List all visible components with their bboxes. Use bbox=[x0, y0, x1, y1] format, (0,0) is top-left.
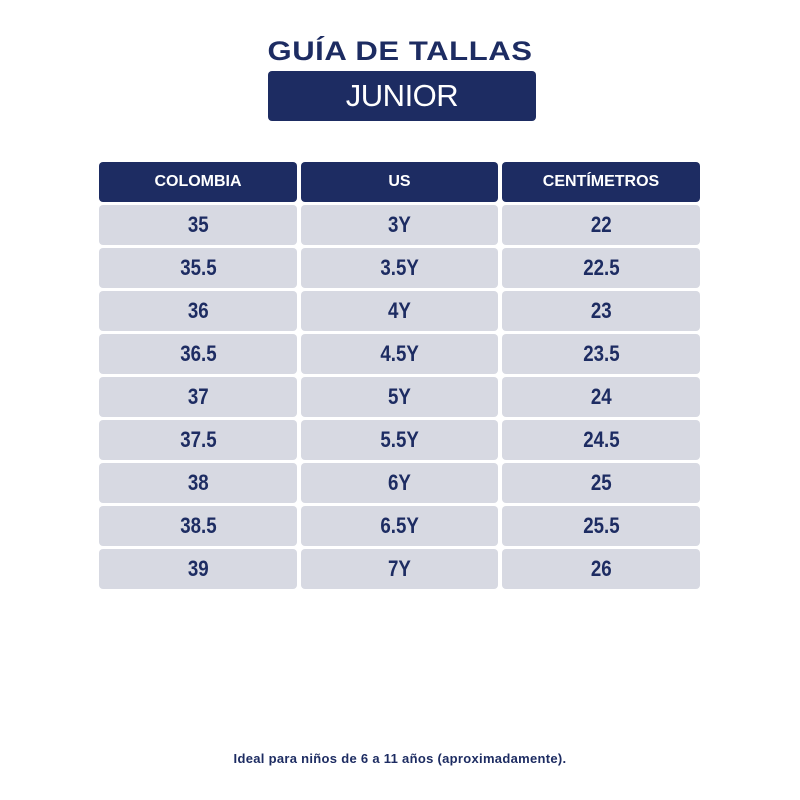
cell-cm: 22.5 bbox=[502, 248, 700, 288]
cell-cm: 24.5 bbox=[502, 420, 700, 460]
cell-value: 22 bbox=[590, 212, 612, 237]
cell-cm: 25 bbox=[502, 463, 700, 503]
page-title: GUÍA DE TALLAS bbox=[267, 36, 533, 66]
cell-us: 6.5Y bbox=[301, 506, 498, 546]
cell-value: 4.5Y bbox=[380, 341, 419, 366]
cell-value: 36.5 bbox=[179, 341, 217, 366]
cell-colombia: 39 bbox=[99, 549, 297, 589]
cell-us: 4.5Y bbox=[301, 334, 498, 374]
footer-note: Ideal para niños de 6 a 11 años (aproxim… bbox=[233, 751, 567, 766]
cell-colombia: 37.5 bbox=[99, 420, 297, 460]
cell-colombia: 35.5 bbox=[99, 248, 297, 288]
cell-value: 36 bbox=[187, 298, 209, 323]
cell-value: 37 bbox=[187, 384, 209, 409]
cell-value: 24.5 bbox=[582, 427, 620, 452]
header-us: US bbox=[301, 162, 498, 202]
category-banner: JUNIOR bbox=[268, 71, 536, 121]
cell-colombia: 37 bbox=[99, 377, 297, 417]
cell-value: 5.5Y bbox=[380, 427, 419, 452]
cell-value: 22.5 bbox=[582, 255, 620, 280]
cell-cm: 25.5 bbox=[502, 506, 700, 546]
cell-value: 5Y bbox=[388, 384, 411, 409]
cell-us: 7Y bbox=[301, 549, 498, 589]
cell-us: 3Y bbox=[301, 205, 498, 245]
cell-us: 3.5Y bbox=[301, 248, 498, 288]
cell-us: 5Y bbox=[301, 377, 498, 417]
cell-value: 25.5 bbox=[582, 513, 620, 538]
cell-cm: 26 bbox=[502, 549, 700, 589]
cell-colombia: 36 bbox=[99, 291, 297, 331]
cell-us: 5.5Y bbox=[301, 420, 498, 460]
cell-value: 24 bbox=[590, 384, 612, 409]
cell-colombia: 36.5 bbox=[99, 334, 297, 374]
cell-value: 3.5Y bbox=[380, 255, 419, 280]
cell-value: 35.5 bbox=[179, 255, 217, 280]
cell-colombia: 35 bbox=[99, 205, 297, 245]
cell-value: 3Y bbox=[388, 212, 411, 237]
cell-cm: 24 bbox=[502, 377, 700, 417]
cell-cm: 23 bbox=[502, 291, 700, 331]
cell-cm: 22 bbox=[502, 205, 700, 245]
cell-value: 4Y bbox=[388, 298, 411, 323]
cell-cm: 23.5 bbox=[502, 334, 700, 374]
header-colombia: COLOMBIA bbox=[99, 162, 297, 202]
size-table: COLOMBIA US CENTÍMETROS 35 3Y 22 35.5 3.5Y 22… bbox=[99, 162, 700, 589]
cell-value: 35 bbox=[187, 212, 209, 237]
cell-value: 39 bbox=[187, 556, 209, 581]
cell-value: 6Y bbox=[388, 470, 411, 495]
header-centimetros: CENTÍMETROS bbox=[502, 162, 700, 202]
cell-value: 37.5 bbox=[179, 427, 217, 452]
cell-value: 38 bbox=[187, 470, 209, 495]
cell-value: 6.5Y bbox=[380, 513, 419, 538]
cell-value: 38.5 bbox=[179, 513, 217, 538]
cell-colombia: 38.5 bbox=[99, 506, 297, 546]
cell-value: 23.5 bbox=[582, 341, 620, 366]
cell-value: 23 bbox=[590, 298, 612, 323]
cell-value: 7Y bbox=[388, 556, 411, 581]
cell-colombia: 38 bbox=[99, 463, 297, 503]
cell-us: 4Y bbox=[301, 291, 498, 331]
cell-us: 6Y bbox=[301, 463, 498, 503]
cell-value: 25 bbox=[590, 470, 612, 495]
cell-value: 26 bbox=[590, 556, 612, 581]
